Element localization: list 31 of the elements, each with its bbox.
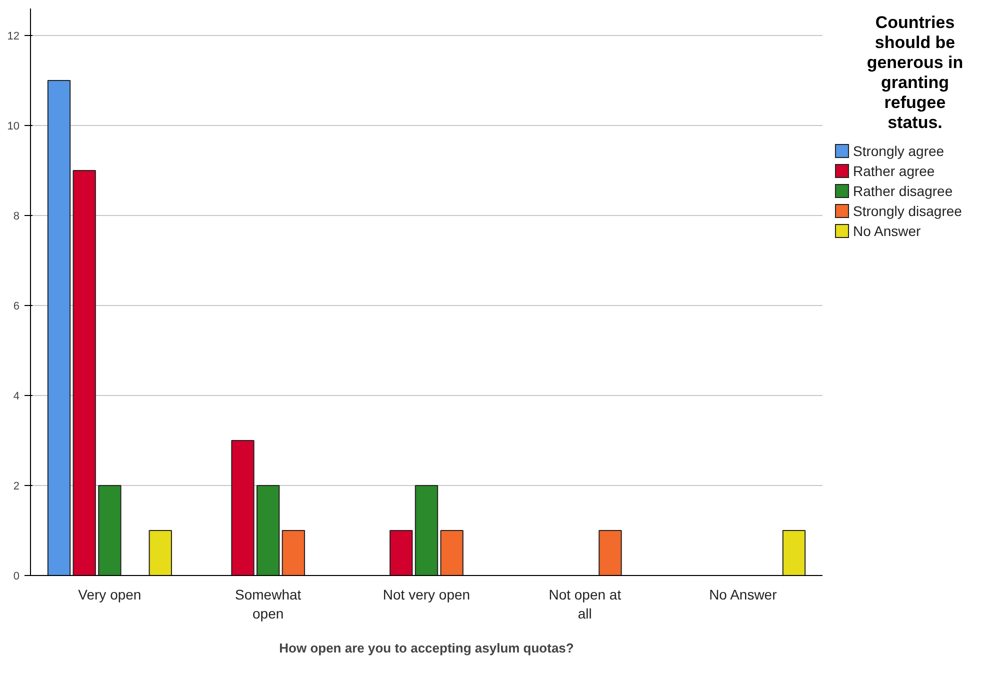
bar (390, 530, 413, 576)
bar (256, 485, 280, 576)
legend-label: No Answer (852, 222, 922, 241)
x-axis-title: How open are you to accepting asylum quotas? (279, 640, 574, 656)
y-tick-label: 8 (13, 210, 20, 222)
x-tick-label: No Answer (709, 586, 778, 602)
legend-label: Strongly disagree (852, 202, 963, 221)
y-tick-label: 2 (13, 480, 20, 492)
bar (440, 530, 464, 576)
x-tick-label: Somewhat open (235, 586, 302, 622)
y-tick-label: 10 (7, 120, 20, 132)
bar (47, 80, 71, 576)
x-tick-label: Not very open (382, 586, 470, 602)
y-tick-label: 6 (13, 300, 20, 312)
bar (782, 530, 806, 576)
bar (282, 530, 306, 576)
legend-label: Rather agree (852, 162, 936, 181)
legend-label: Strongly agree (852, 142, 946, 161)
y-tick-label: 12 (7, 30, 20, 42)
bar (231, 440, 254, 576)
legend-title: Countries should be generous in granting refugee status. (866, 13, 964, 133)
bar (598, 530, 622, 576)
bar (72, 170, 96, 576)
bar (414, 485, 438, 576)
legend-label: Rather disagree (852, 182, 954, 201)
y-tick-label: 0 (13, 570, 20, 582)
y-tick-label: 4 (13, 390, 20, 402)
x-tick-label: Not open at all (548, 586, 622, 622)
bar (148, 530, 172, 576)
x-tick-label: Very open (78, 586, 142, 602)
bar (98, 485, 122, 576)
